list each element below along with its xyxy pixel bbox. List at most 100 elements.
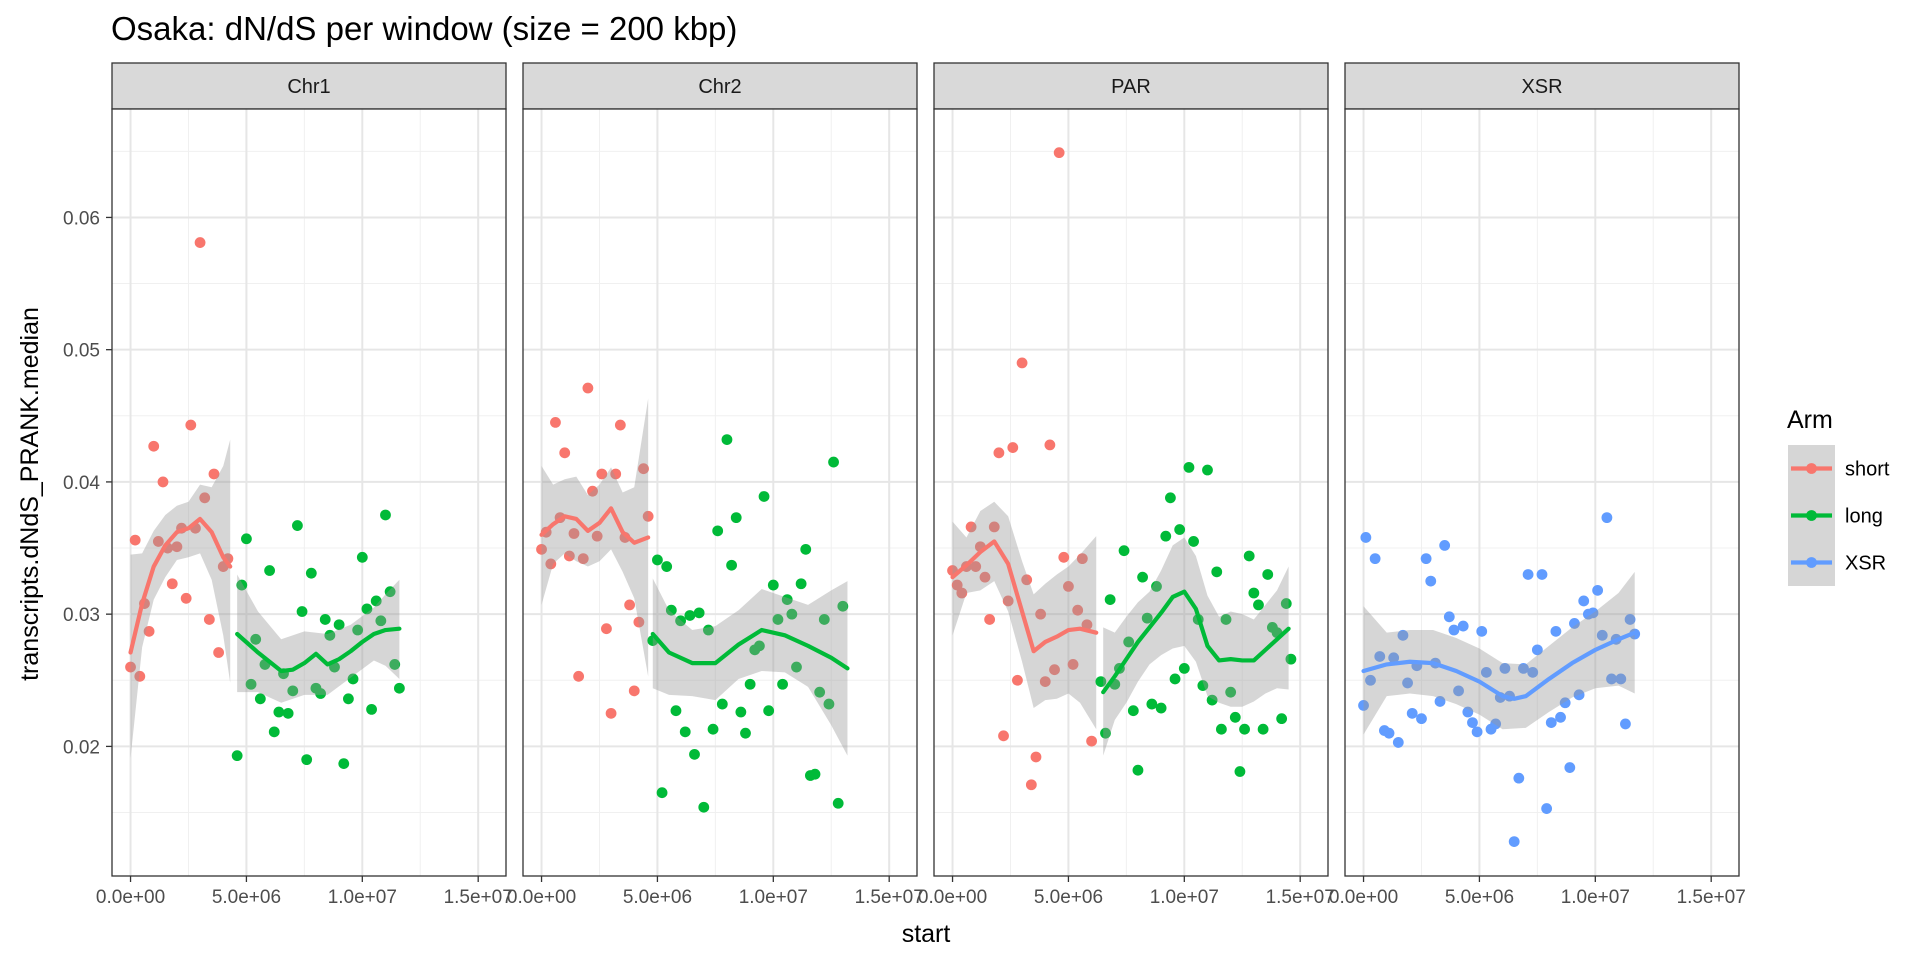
panel-border: [522, 108, 918, 877]
data-point: [1480, 666, 1492, 678]
series-long: [1095, 461, 1297, 777]
data-point: [1229, 711, 1241, 723]
data-point: [1072, 604, 1084, 616]
data-point: [1151, 580, 1162, 592]
facet-strip: [111, 62, 507, 110]
data-point: [1555, 711, 1566, 723]
data-point: [596, 468, 608, 480]
x-tick-label: 5.0e+06: [1445, 887, 1514, 908]
data-point: [250, 633, 262, 645]
facet-strip-label: Chr1: [287, 76, 330, 98]
data-point: [129, 534, 141, 546]
data-point: [670, 705, 682, 717]
data-point: [1360, 532, 1372, 543]
data-point: [988, 521, 1000, 533]
data-point: [601, 623, 612, 635]
data-point: [1016, 357, 1028, 369]
data-point: [1601, 512, 1613, 524]
data-point: [1044, 439, 1056, 451]
data-point: [292, 520, 303, 531]
data-point: [213, 647, 225, 658]
data-point: [393, 682, 405, 694]
x-tick-label: 1.5e+07: [855, 887, 924, 908]
data-point: [1234, 766, 1246, 777]
legend-key-point: [1806, 463, 1817, 474]
data-point: [1620, 718, 1631, 730]
data-point: [1624, 614, 1636, 625]
data-point: [716, 698, 728, 710]
data-point: [577, 553, 589, 565]
data-point: [1253, 599, 1264, 611]
series-short: [947, 147, 1099, 791]
data-point: [333, 619, 345, 631]
data-point: [965, 521, 977, 533]
chart-title: Osaka: dN/dS per window (size = 200 kbp): [111, 10, 737, 47]
data-point: [1137, 571, 1148, 583]
facet-panel-par: PAR 0.0e+00 5.0e+06 1.0e+07 1.5e+07: [918, 62, 1335, 908]
data-point: [231, 750, 243, 762]
gridlines: [523, 109, 917, 876]
data-point: [315, 688, 326, 699]
data-point: [343, 693, 354, 705]
smooth-line: [539, 506, 651, 545]
data-point: [384, 586, 396, 598]
legend-key-point: [1806, 557, 1817, 568]
data-point: [1058, 551, 1070, 563]
legend-title: Arm: [1787, 406, 1833, 434]
data-point: [828, 456, 839, 468]
smooth-line: [1101, 589, 1291, 695]
data-point: [721, 434, 733, 446]
data-point: [1513, 772, 1525, 784]
data-point: [679, 726, 691, 738]
data-point: [744, 678, 756, 690]
data-point: [1104, 594, 1116, 606]
data-point: [1086, 735, 1097, 747]
data-point: [993, 447, 1005, 459]
data-point: [791, 661, 802, 673]
facet-strip: [522, 62, 918, 110]
data-point: [125, 661, 136, 673]
data-point: [1578, 595, 1590, 607]
data-point: [652, 554, 663, 566]
legend-label: XSR: [1845, 553, 1886, 575]
data-point: [1002, 595, 1014, 607]
panel-marks: [536, 382, 850, 813]
data-point: [1155, 702, 1167, 714]
data-point: [1118, 545, 1130, 557]
data-point: [1081, 619, 1093, 631]
data-point: [171, 541, 183, 553]
data-point: [675, 615, 686, 627]
data-point: [305, 567, 317, 579]
data-point: [347, 673, 359, 685]
data-point: [254, 693, 266, 705]
data-point: [148, 440, 160, 452]
legend-label: short: [1845, 459, 1890, 481]
data-point: [380, 509, 391, 521]
data-point: [1467, 717, 1478, 728]
data-point: [550, 417, 561, 428]
data-point: [1197, 680, 1209, 691]
data-point: [1550, 625, 1562, 637]
data-point: [1374, 651, 1386, 662]
legend: Arm short long XSR: [1787, 406, 1890, 586]
data-point: [166, 578, 178, 590]
data-point: [273, 706, 285, 718]
data-point: [1545, 717, 1557, 728]
legend-key-point: [1806, 510, 1817, 521]
data-point: [1248, 587, 1260, 599]
data-point: [199, 492, 211, 504]
data-point: [628, 685, 640, 697]
data-point: [1039, 676, 1051, 688]
data-point: [1457, 620, 1469, 632]
data-point: [338, 758, 350, 769]
confidence-band: [652, 578, 848, 756]
data-point: [1453, 685, 1464, 697]
data-point: [1183, 461, 1195, 473]
data-point: [1025, 779, 1037, 791]
data-point: [707, 723, 719, 735]
data-point: [1443, 611, 1455, 623]
x-tick-label: 1.5e+07: [444, 887, 513, 908]
data-point: [1490, 718, 1502, 730]
x-tick-label: 1.5e+07: [1677, 887, 1746, 908]
